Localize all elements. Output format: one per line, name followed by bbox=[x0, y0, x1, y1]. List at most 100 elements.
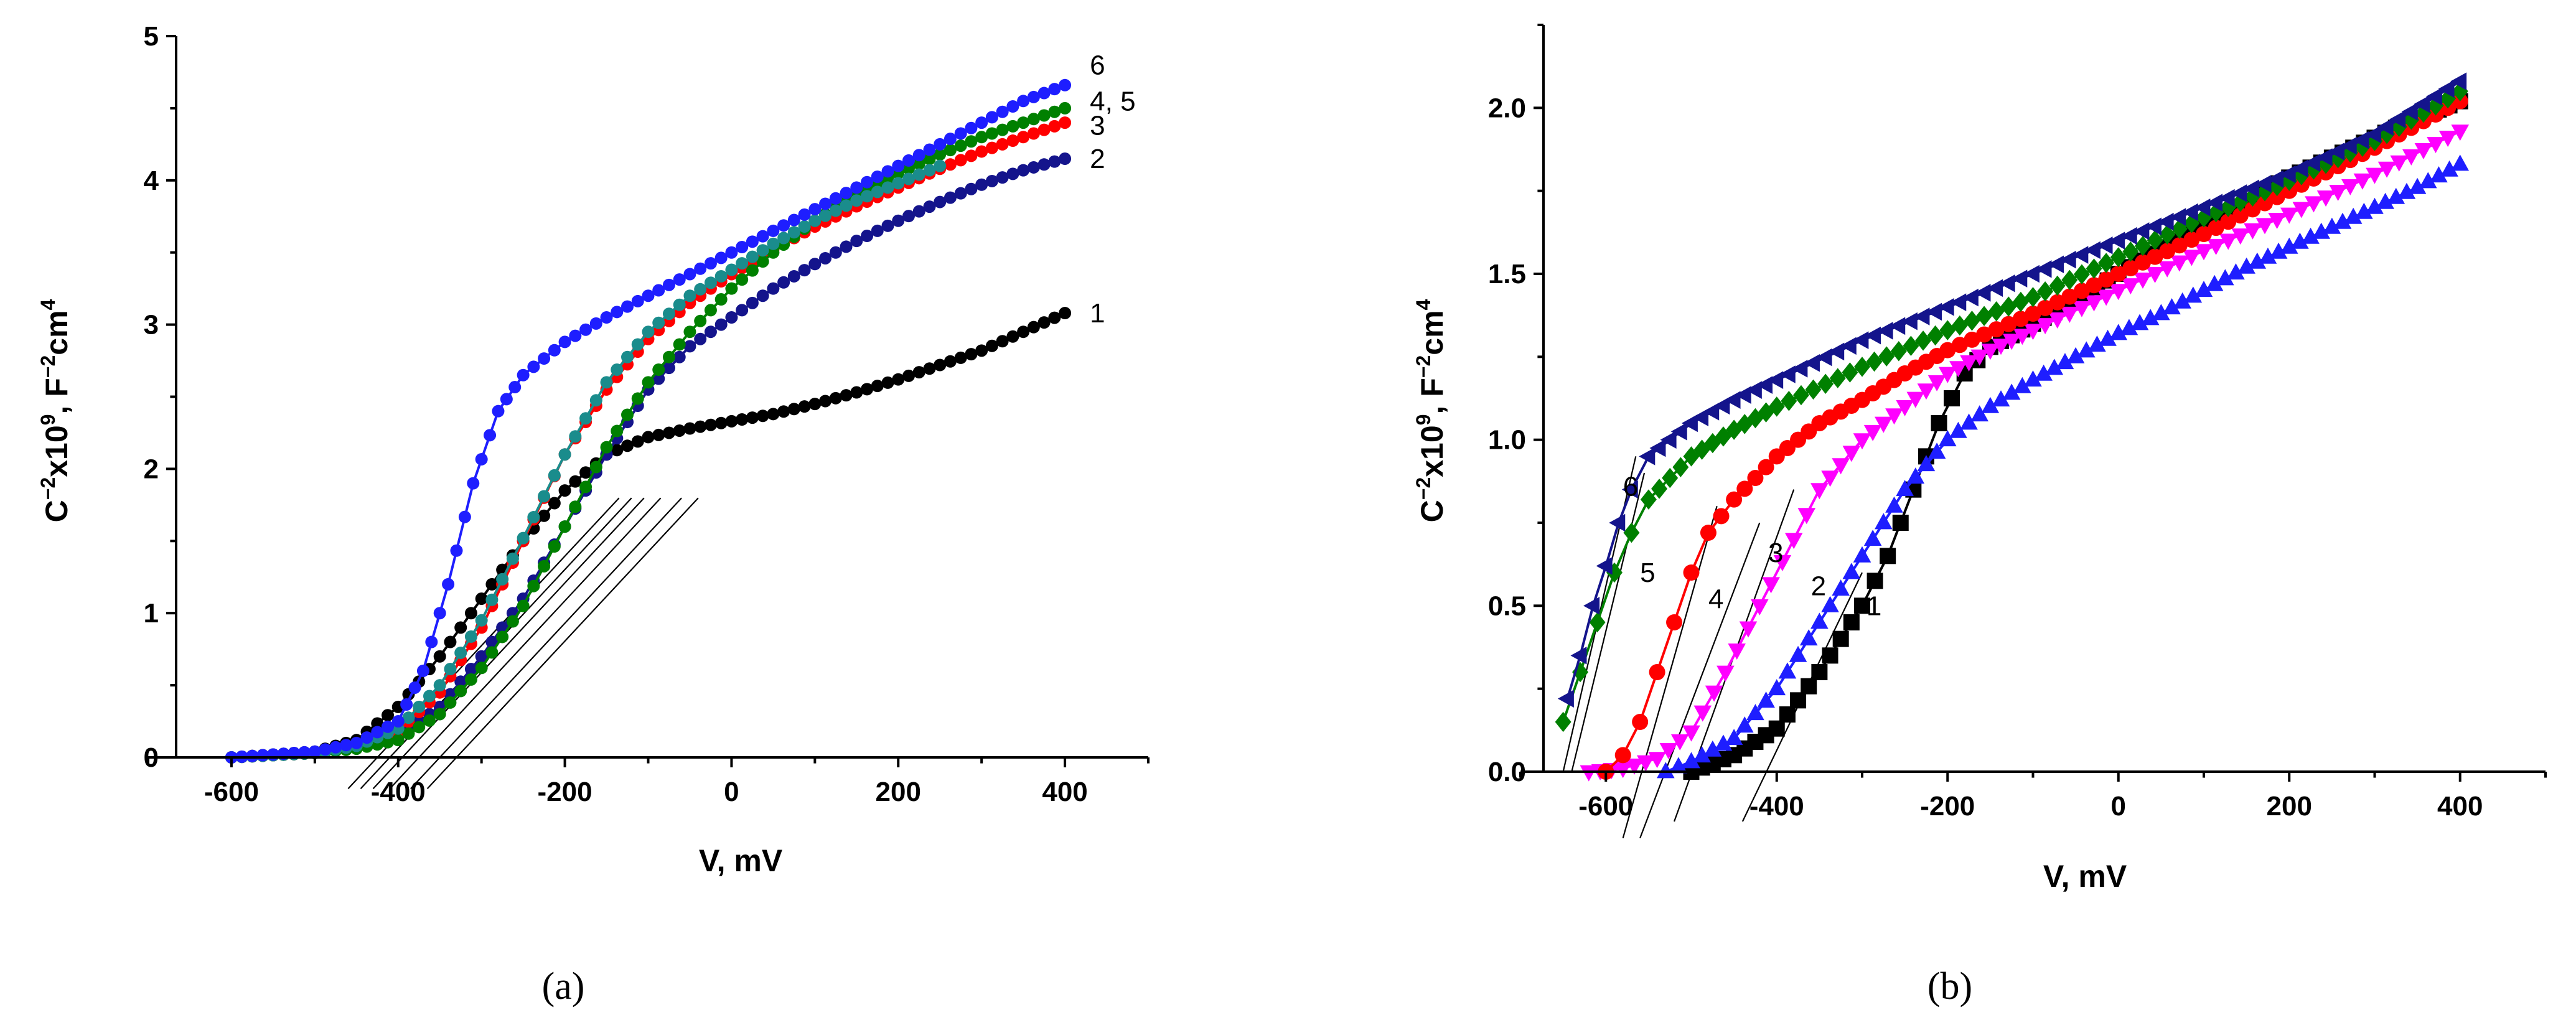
series-2-point bbox=[2227, 263, 2245, 280]
x-axis-title-b: V, mV bbox=[2043, 859, 2127, 894]
series-3-point bbox=[1863, 424, 1882, 441]
series-4-point bbox=[2110, 266, 2127, 282]
series-2-point bbox=[767, 282, 780, 295]
series-3-point bbox=[1751, 599, 1769, 615]
series-2-point bbox=[861, 230, 874, 243]
series-2-point bbox=[662, 362, 675, 375]
series-3-point bbox=[1017, 131, 1030, 144]
series-1-point bbox=[934, 358, 947, 372]
series-6-point bbox=[642, 289, 655, 302]
series-5-point bbox=[1903, 335, 1919, 357]
curve-label: 6 bbox=[1090, 50, 1105, 80]
series-6-point bbox=[1998, 274, 2015, 293]
series-6-point bbox=[881, 165, 894, 178]
series-6-point bbox=[2340, 136, 2357, 155]
series-1-point bbox=[433, 650, 446, 663]
series-2-point bbox=[1853, 546, 1871, 563]
series-2-point bbox=[892, 214, 905, 227]
series-5-point bbox=[1555, 711, 1571, 732]
series-2-point bbox=[1789, 645, 1807, 662]
series-4-point bbox=[2183, 232, 2200, 248]
series-5-point bbox=[496, 573, 509, 586]
series-6-point bbox=[408, 681, 421, 694]
series-4-point bbox=[2037, 299, 2054, 316]
series-6-point bbox=[1692, 408, 1709, 426]
series-3-point bbox=[944, 158, 957, 171]
series-3-point bbox=[965, 149, 978, 162]
series-2-point bbox=[1017, 164, 1030, 177]
series-6-point bbox=[425, 635, 438, 648]
series-2-point bbox=[912, 205, 925, 218]
series-3-point bbox=[1682, 725, 1700, 742]
series-5-point bbox=[1915, 330, 1932, 351]
series-2-point bbox=[2376, 192, 2394, 209]
series-5-point bbox=[485, 593, 499, 606]
series-4-point bbox=[1649, 664, 1665, 680]
series-1-point bbox=[704, 418, 717, 431]
series-6-point bbox=[2414, 95, 2430, 113]
series-3-point bbox=[1875, 416, 1893, 433]
series-6-point bbox=[965, 121, 978, 134]
series-3-point bbox=[1981, 344, 2000, 360]
y-axis-title-part: cm bbox=[1415, 310, 1450, 355]
series-3-point bbox=[1906, 391, 1925, 408]
series-5-point bbox=[1672, 457, 1689, 477]
series-5-point bbox=[767, 237, 780, 250]
series-3-point bbox=[1992, 339, 2010, 355]
series-6-point bbox=[1926, 302, 1942, 321]
series-2-point bbox=[1027, 161, 1040, 174]
series-4-point bbox=[2269, 189, 2285, 205]
series-6-point bbox=[694, 262, 707, 275]
series-1-point bbox=[1059, 307, 1072, 320]
series-6-point bbox=[2364, 125, 2381, 144]
series-4-point bbox=[1059, 101, 1072, 115]
series-6-point bbox=[600, 311, 613, 324]
series-3-point bbox=[1059, 116, 1072, 129]
series-2-point bbox=[1657, 762, 1675, 779]
series-2-point bbox=[2451, 154, 2470, 171]
series-6-point bbox=[861, 176, 874, 189]
series-5-point bbox=[683, 289, 696, 302]
x-axis-title-a: V, mV bbox=[699, 843, 783, 878]
series-5-point bbox=[798, 220, 811, 233]
y-tick-label: 0 bbox=[144, 742, 159, 773]
series-3-point bbox=[2133, 272, 2152, 289]
series-3-point bbox=[2280, 207, 2298, 224]
series-1-point bbox=[1811, 664, 1828, 680]
y-tick-label: 1.0 bbox=[1488, 425, 1526, 456]
series-6-point bbox=[329, 741, 342, 754]
series-5-point bbox=[589, 394, 602, 407]
series-2-point bbox=[2269, 242, 2288, 259]
series-2-point bbox=[954, 187, 967, 200]
series-6-point bbox=[1852, 331, 1869, 349]
series-6-point bbox=[944, 133, 957, 146]
series-6-point bbox=[246, 749, 259, 762]
series-2-point bbox=[2120, 319, 2138, 335]
tangent-line bbox=[1639, 522, 1761, 839]
series-2-point bbox=[1037, 158, 1051, 171]
series-6-point bbox=[475, 452, 488, 466]
series-2-point bbox=[2366, 197, 2384, 214]
series-3-point bbox=[2048, 312, 2067, 329]
curve-label: 1 bbox=[1866, 591, 1881, 621]
series-4-point bbox=[756, 255, 769, 268]
series-4-point bbox=[662, 350, 675, 363]
x-tick-label: 0 bbox=[2111, 791, 2126, 821]
series-6-point bbox=[558, 335, 571, 349]
series-4-point bbox=[391, 734, 405, 747]
x-tick-label: -200 bbox=[538, 777, 592, 807]
series-2-point bbox=[944, 191, 957, 204]
series-2-point bbox=[1970, 405, 1989, 422]
series-2-point bbox=[1960, 413, 1978, 430]
series-1-point bbox=[777, 405, 790, 418]
series-3-point bbox=[2085, 295, 2103, 312]
series-1-point bbox=[475, 592, 488, 606]
series-6-point bbox=[467, 477, 480, 490]
series-6-point bbox=[621, 300, 634, 313]
series-5-point bbox=[736, 257, 749, 270]
series-2-point bbox=[840, 240, 853, 253]
series-3-point bbox=[1896, 400, 1914, 416]
series-1-point bbox=[631, 435, 644, 448]
series-3-point bbox=[1784, 533, 1803, 550]
series-6-point bbox=[548, 344, 561, 357]
